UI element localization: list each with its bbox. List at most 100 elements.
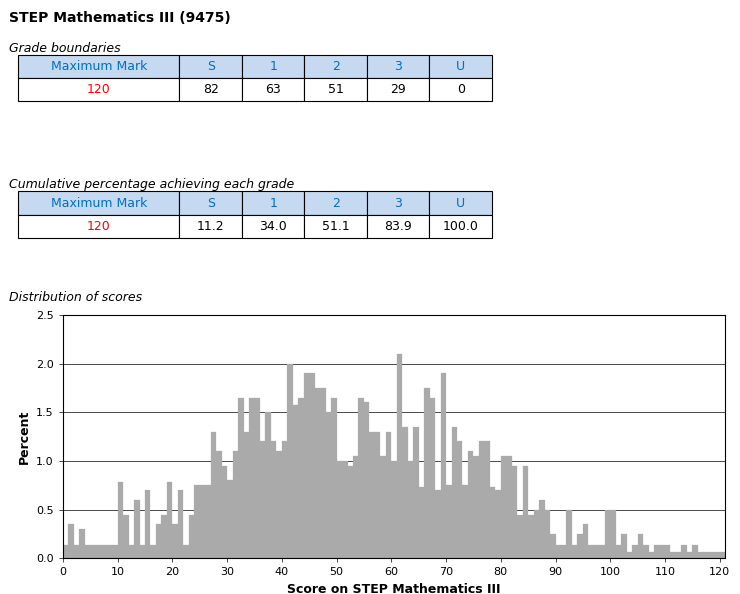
Bar <box>693 545 698 558</box>
Bar <box>303 373 309 558</box>
Bar <box>101 545 107 558</box>
Bar <box>687 552 693 558</box>
Bar <box>720 552 725 558</box>
Bar <box>534 510 539 558</box>
Bar <box>107 545 112 558</box>
Bar <box>588 545 593 558</box>
Bar <box>424 388 430 558</box>
Bar <box>90 545 95 558</box>
Bar <box>161 514 167 558</box>
Bar <box>266 412 271 558</box>
Bar <box>682 545 687 558</box>
Bar <box>95 545 101 558</box>
Bar <box>293 406 298 558</box>
Bar <box>413 427 419 558</box>
Bar <box>276 451 282 558</box>
Bar <box>331 397 337 558</box>
Bar <box>85 545 90 558</box>
Bar <box>648 552 654 558</box>
Bar <box>621 534 627 558</box>
Bar <box>643 545 648 558</box>
Bar <box>654 545 659 558</box>
Bar <box>391 461 397 558</box>
Bar <box>572 545 577 558</box>
Bar <box>419 487 424 558</box>
Bar <box>178 490 184 558</box>
Bar <box>709 552 714 558</box>
Bar <box>232 451 238 558</box>
Bar <box>63 545 68 558</box>
Bar <box>462 485 468 558</box>
Text: STEP Mathematics III (9475): STEP Mathematics III (9475) <box>9 11 231 25</box>
Bar <box>522 466 528 558</box>
Bar <box>539 500 545 558</box>
Bar <box>593 545 599 558</box>
Bar <box>184 545 189 558</box>
Bar <box>123 514 129 558</box>
Bar <box>309 373 314 558</box>
Bar <box>227 481 232 558</box>
Text: Cumulative percentage achieving each grade: Cumulative percentage achieving each gra… <box>9 178 294 191</box>
Bar <box>369 432 375 558</box>
Bar <box>528 514 534 558</box>
Bar <box>326 412 331 558</box>
Bar <box>260 441 266 558</box>
Bar <box>446 485 451 558</box>
Bar <box>189 514 195 558</box>
Bar <box>314 388 320 558</box>
Bar <box>556 545 561 558</box>
Bar <box>79 529 85 558</box>
Bar <box>474 456 479 558</box>
Bar <box>457 441 462 558</box>
Text: Grade boundaries: Grade boundaries <box>9 42 121 55</box>
Bar <box>320 388 326 558</box>
Bar <box>676 552 682 558</box>
Bar <box>195 485 200 558</box>
Bar <box>68 525 74 558</box>
Bar <box>599 545 605 558</box>
Bar <box>550 534 556 558</box>
X-axis label: Score on STEP Mathematics III: Score on STEP Mathematics III <box>287 583 501 594</box>
Bar <box>255 397 260 558</box>
Bar <box>665 545 670 558</box>
Bar <box>490 487 495 558</box>
Bar <box>150 545 156 558</box>
Bar <box>172 525 178 558</box>
Bar <box>468 451 474 558</box>
Bar <box>627 552 632 558</box>
Bar <box>659 545 665 558</box>
Bar <box>282 441 287 558</box>
Bar <box>271 441 276 558</box>
Bar <box>375 432 380 558</box>
Bar <box>211 432 216 558</box>
Bar <box>145 490 150 558</box>
Bar <box>337 461 342 558</box>
Bar <box>495 490 501 558</box>
Bar <box>408 461 413 558</box>
Bar <box>112 545 118 558</box>
Bar <box>440 373 446 558</box>
Bar <box>118 482 123 558</box>
Bar <box>583 525 588 558</box>
Bar <box>714 552 720 558</box>
Y-axis label: Percent: Percent <box>18 409 30 464</box>
Bar <box>167 482 172 558</box>
Bar <box>74 545 79 558</box>
Bar <box>397 354 403 558</box>
Bar <box>577 534 583 558</box>
Bar <box>506 456 512 558</box>
Bar <box>200 485 205 558</box>
Bar <box>134 500 140 558</box>
Bar <box>287 364 293 558</box>
Bar <box>545 510 550 558</box>
Bar <box>358 397 364 558</box>
Bar <box>403 427 408 558</box>
Bar <box>129 545 134 558</box>
Bar <box>610 510 616 558</box>
Bar <box>353 456 358 558</box>
Bar <box>222 466 227 558</box>
Bar <box>703 552 709 558</box>
Bar <box>485 441 490 558</box>
Bar <box>566 510 572 558</box>
Bar <box>243 432 249 558</box>
